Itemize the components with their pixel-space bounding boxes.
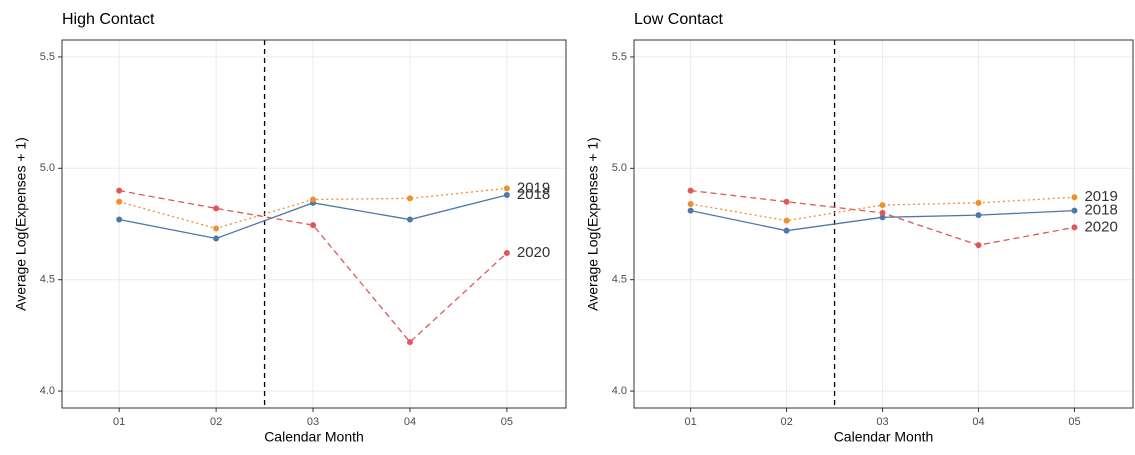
x-axis-title: Calendar Month — [834, 429, 934, 445]
data-point — [116, 187, 123, 194]
data-point — [687, 187, 694, 194]
y-tick-label: 5.5 — [612, 51, 627, 63]
y-tick-label: 4.5 — [40, 274, 55, 286]
data-point — [406, 339, 413, 346]
y-tick-label: 4.0 — [40, 385, 55, 397]
series-label: 2020 — [1084, 218, 1117, 235]
data-point — [213, 235, 220, 242]
data-point — [783, 198, 790, 205]
data-point — [975, 199, 982, 206]
data-point — [687, 200, 694, 207]
data-point — [213, 205, 220, 212]
y-tick-label: 5.5 — [40, 51, 55, 63]
data-point — [310, 222, 317, 229]
y-axis-title: Average Log(Expenses + 1) — [13, 137, 29, 311]
data-point — [879, 209, 886, 216]
data-point — [116, 198, 123, 205]
x-tick-label: 01 — [113, 416, 125, 428]
data-point — [503, 185, 510, 192]
data-point — [975, 242, 982, 249]
data-point — [116, 216, 123, 223]
series-label: 2019 — [517, 179, 550, 196]
data-point — [310, 196, 317, 203]
x-tick-label: 02 — [210, 416, 222, 428]
x-tick-label: 05 — [1068, 416, 1080, 428]
data-point — [975, 212, 982, 219]
data-point — [1071, 207, 1078, 214]
data-point — [783, 217, 790, 224]
series-line — [119, 189, 508, 344]
y-tick-label: 5.0 — [40, 162, 55, 174]
data-point — [1071, 224, 1078, 231]
series-label: 2020 — [517, 244, 550, 261]
y-tick-label: 4.5 — [612, 274, 627, 286]
data-point — [406, 216, 413, 223]
x-tick-label: 01 — [684, 416, 696, 428]
y-tick-label: 5.0 — [612, 162, 627, 174]
data-point — [879, 202, 886, 209]
x-tick-label: 05 — [501, 416, 513, 428]
x-tick-label: 03 — [307, 416, 319, 428]
data-point — [503, 192, 510, 199]
data-point — [783, 227, 790, 234]
x-tick-label: 04 — [404, 416, 416, 428]
panel-title: High Contact — [62, 11, 155, 28]
x-tick-label: 03 — [876, 416, 888, 428]
data-point — [503, 249, 510, 256]
data-point — [879, 214, 886, 221]
panel-title: Low Contact — [634, 11, 723, 28]
data-point — [213, 225, 220, 232]
x-axis-title: Calendar Month — [264, 429, 364, 445]
y-tick-label: 4.0 — [612, 385, 627, 397]
data-point — [1071, 194, 1078, 201]
x-tick-label: 04 — [972, 416, 984, 428]
data-point — [406, 195, 413, 202]
y-axis-title: Average Log(Expenses + 1) — [585, 137, 601, 311]
series-label: 2018 — [517, 186, 550, 203]
series-label: 2018 — [1084, 202, 1117, 219]
plot-border — [61, 39, 567, 409]
x-tick-label: 02 — [780, 416, 792, 428]
data-point — [687, 207, 694, 214]
series-label: 2019 — [1084, 188, 1117, 205]
plot-border — [633, 39, 1134, 409]
